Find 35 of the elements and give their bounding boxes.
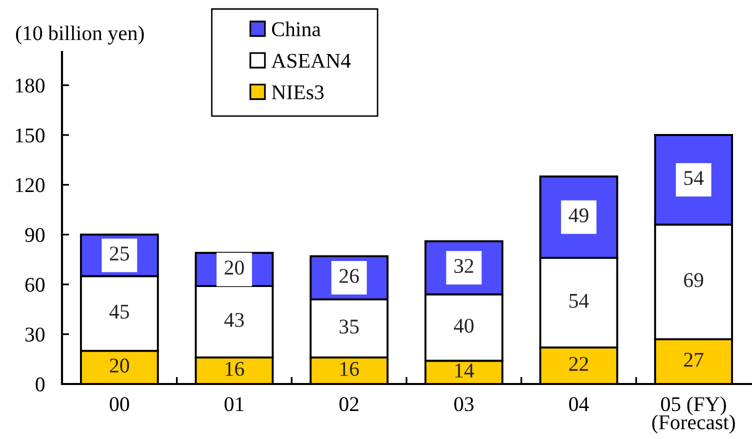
y-tick-label: 150 [16,128,45,142]
x-tick-label: 05 (FY) (Forecast) [652,396,735,434]
data-label: 25 [110,246,130,261]
y-tick-label: 0 [36,377,45,392]
y-tick-label: 90 [25,228,45,242]
x-tick-label: 01 [224,397,244,412]
y-tick-label: 180 [16,78,45,93]
data-label: 14 [455,364,474,378]
y-axis-title: (10 billion yen) [16,26,144,45]
legend-label: China [272,22,321,36]
data-label: 32 [454,259,474,274]
x-tick-label: 00 [110,397,130,412]
data-label: 54 [684,171,704,186]
y-tick-label: 60 [25,278,45,292]
data-label: 27 [684,352,704,367]
y-tick-label: 30 [25,328,45,342]
data-label: 16 [226,362,244,376]
data-label: 20 [110,358,130,373]
y-tick-label: 120 [16,178,45,192]
x-tick-label: 04 [569,397,589,412]
data-label: 40 [454,318,474,333]
data-label: 45 [109,304,130,319]
data-label: 69 [684,273,704,288]
data-label: 22 [569,356,588,371]
x-tick-label: 02 [339,397,358,412]
x-tick-label: 03 [454,397,474,412]
data-label: 26 [340,268,359,283]
data-label: 49 [568,208,588,222]
data-label: 54 [570,294,589,308]
data-label: 43 [224,312,244,327]
legend-label: ASEAN4 [271,54,351,68]
data-label: 35 [340,320,359,334]
data-label: 16 [340,362,359,376]
legend-label: NIEs3 [272,85,324,100]
data-label: 20 [224,260,244,275]
